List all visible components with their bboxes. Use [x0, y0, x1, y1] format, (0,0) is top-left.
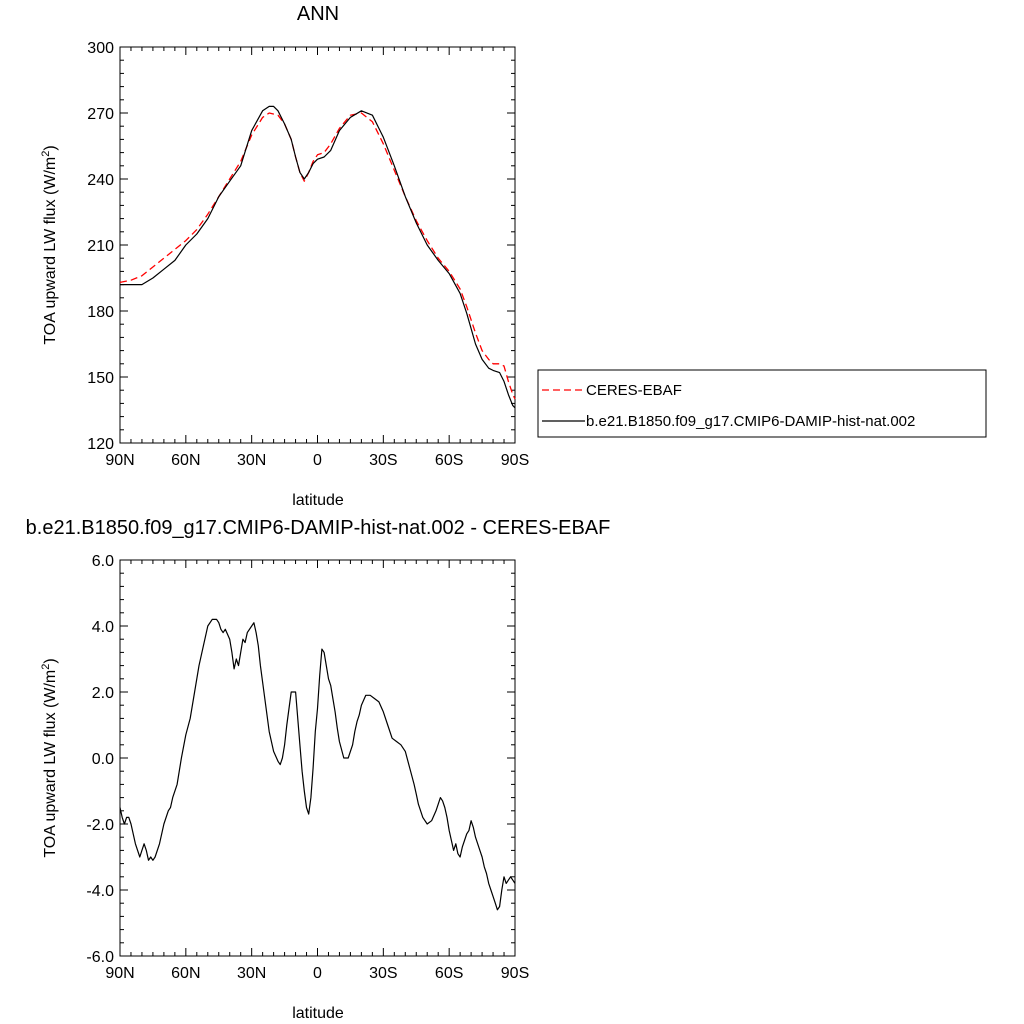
legend-label-model: b.e21.B1850.f09_g17.CMIP6-DAMIP-hist-nat… [586, 413, 915, 430]
x-tick-label: 30S [369, 965, 397, 982]
y-axis-label-sup: 2 [40, 664, 52, 670]
series-group [119, 618, 516, 911]
y-axis-label: TOA upward LW flux (W/m2) [40, 145, 59, 344]
x-tick-label: 30S [369, 452, 397, 469]
y-tick-label: -4.0 [86, 883, 114, 900]
series-line-model [120, 105, 516, 409]
x-tick-label: 90S [501, 965, 529, 982]
y-axis-label: TOA upward LW flux (W/m2) [40, 658, 59, 857]
difference-chart: b.e21.B1850.f09_g17.CMIP6-DAMIP-hist-nat… [26, 517, 611, 1022]
x-axis-label: latitude [292, 1005, 344, 1022]
legend-label-ceres: CERES-EBAF [586, 382, 682, 399]
legend-box [537, 369, 987, 438]
y-tick-label: 120 [87, 436, 114, 453]
x-tick-label: 30N [237, 452, 266, 469]
x-tick-label: 30N [237, 965, 266, 982]
y-axis-label-close: ) [42, 145, 59, 150]
x-tick-label: 0 [313, 452, 322, 469]
y-tick-label: 150 [87, 370, 114, 387]
y-tick-label: 240 [87, 172, 114, 189]
x-tick-label: 90N [105, 452, 134, 469]
y-tick-label: 300 [87, 40, 114, 57]
chart-title: b.e21.B1850.f09_g17.CMIP6-DAMIP-hist-nat… [26, 517, 611, 539]
y-tick-label: 210 [87, 238, 114, 255]
y-tick-label: -2.0 [86, 817, 114, 834]
series-group [119, 105, 516, 409]
y-tick-label: 4.0 [92, 619, 114, 636]
x-tick-label: 60N [171, 452, 200, 469]
y-tick-label: 0.0 [92, 751, 114, 768]
y-axis-label-text: TOA upward LW flux (W/m [42, 670, 59, 858]
x-tick-label: 90S [501, 452, 529, 469]
x-tick-label: 60N [171, 965, 200, 982]
x-tick-label: 60S [435, 452, 463, 469]
y-tick-label: 2.0 [92, 685, 114, 702]
y-tick-label: 270 [87, 106, 114, 123]
series-line-difference [119, 618, 516, 911]
x-tick-label: 90N [105, 965, 134, 982]
y-tick-label: 6.0 [92, 553, 114, 570]
y-axis-label-text: TOA upward LW flux (W/m [42, 157, 59, 345]
y-axis-ticks: -6.0 -4.0 -2.0 0.0 2.0 4.0 6.0 [86, 553, 515, 966]
x-axis-label: latitude [292, 492, 344, 509]
x-tick-label: 60S [435, 965, 463, 982]
legend: CERES-EBAF b.e21.B1850.f09_g17.CMIP6-DAM… [537, 369, 987, 438]
series-line-ceres-ebaf [119, 112, 516, 400]
plot-frame [119, 46, 516, 444]
chart-title: ANN [297, 3, 339, 25]
x-axis-ticks: 90N 60N 30N 0 30S 60S 90S [105, 560, 529, 982]
plot-frame [119, 559, 516, 957]
y-axis-label-close: ) [42, 658, 59, 663]
x-tick-label: 0 [313, 965, 322, 982]
annual-flux-chart: ANN 90N 60N 30N 0 30S 60S 90S 120 150 180 210 240 2… [40, 3, 529, 509]
y-axis-ticks: 120 150 180 210 240 270 300 [87, 40, 515, 453]
y-tick-label: -6.0 [86, 949, 114, 966]
y-axis-label-sup: 2 [40, 151, 52, 157]
y-tick-label: 180 [87, 304, 114, 321]
x-axis-ticks: 90N 60N 30N 0 30S 60S 90S [105, 47, 529, 469]
